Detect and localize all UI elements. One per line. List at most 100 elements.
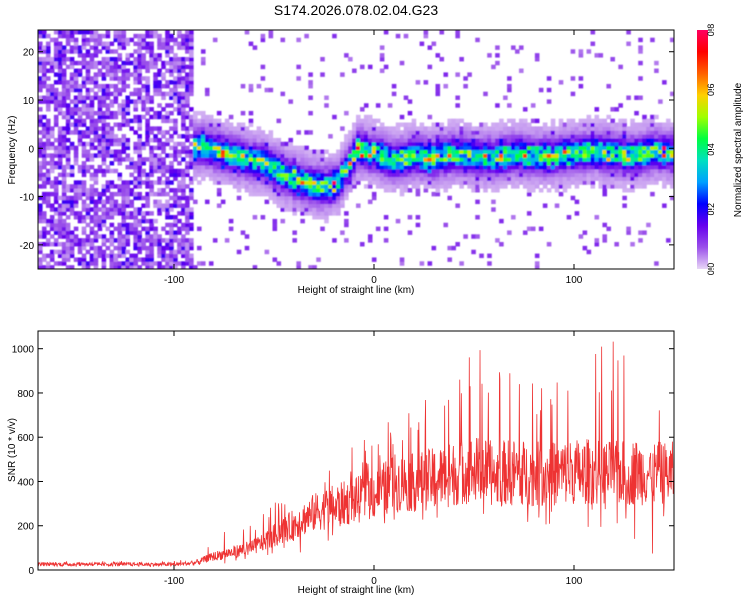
spectrogram-cell <box>200 130 206 135</box>
spectrogram-cell <box>387 145 393 151</box>
spectrogram-cell <box>85 242 91 247</box>
spectrogram-cell <box>38 87 43 93</box>
spectrogram-cell <box>49 56 55 62</box>
spectrogram-cell <box>252 215 258 220</box>
spectrogram-cell <box>530 126 536 131</box>
spectrogram-cell <box>483 172 488 178</box>
spectrogram-cell <box>391 172 397 178</box>
spectrogram-cell <box>53 60 59 66</box>
spectrogram-cell <box>49 168 55 174</box>
spectrogram-cell <box>105 130 111 135</box>
spectrogram-cell <box>594 137 600 143</box>
spectrogram-cell <box>463 172 468 178</box>
spectrogram-cell <box>97 141 103 147</box>
spectrogram-cell <box>395 153 401 158</box>
spectrogram-cell <box>578 118 584 124</box>
spectrogram-cell <box>594 153 600 158</box>
spectrogram-cell <box>407 215 413 220</box>
spectrogram-cell <box>260 130 266 135</box>
spectrogram-cell <box>85 191 91 197</box>
spectrogram-cell <box>137 134 142 139</box>
spectrogram-cell <box>439 153 445 158</box>
spectrogram-cell <box>109 110 115 116</box>
spectrogram-cell <box>45 230 51 235</box>
spectrogram-cell <box>117 245 123 251</box>
spectrogram-cell <box>101 72 107 77</box>
spectrogram-cell <box>105 134 111 139</box>
spectrogram-cell <box>264 199 270 205</box>
spectrogram-cell <box>260 172 266 178</box>
spectrogram-cell <box>141 242 146 247</box>
spectrogram-cell <box>614 107 619 112</box>
spectrogram-cell <box>570 49 576 54</box>
spectrogram-cell <box>367 184 373 189</box>
spectrogram-cell <box>153 30 158 35</box>
spectrogram-cell <box>161 172 166 178</box>
spectrogram-cell <box>499 164 504 170</box>
spectrogram-cell <box>459 56 464 62</box>
spectrogram-cell <box>503 137 508 143</box>
spectrogram-cell <box>224 130 230 135</box>
spectrogram-cell <box>379 141 385 147</box>
spectrogram-cell <box>387 180 393 185</box>
spectrogram-cell <box>137 218 142 224</box>
spectrogram-cell <box>69 114 75 120</box>
spectrogram-cell <box>391 176 397 181</box>
spectrogram-cell <box>598 126 604 131</box>
spectrogram-cell <box>145 95 150 100</box>
spectrogram-cell <box>141 33 146 39</box>
spectrogram-cell <box>475 168 480 174</box>
spectrogram-cell <box>439 168 445 174</box>
spectrogram-cell <box>284 161 290 166</box>
spectrogram-cell <box>606 145 612 151</box>
spectrogram-cell <box>185 99 190 104</box>
spectrogram-cell <box>161 149 166 154</box>
spectrogram-cell <box>232 141 238 147</box>
spectrogram-cell <box>276 180 282 185</box>
spectrogram-cell <box>117 37 123 43</box>
spectrogram-cell <box>566 215 572 220</box>
spectrogram-cell <box>578 176 584 181</box>
spectrogram-cell <box>312 180 317 185</box>
spectrogram-cell <box>308 188 313 193</box>
spectrogram-cell <box>137 164 142 170</box>
spectrogram-cell <box>618 164 623 170</box>
spectrogram-cell <box>670 37 674 43</box>
spectrogram-cell <box>316 215 321 220</box>
spectrogram-cell <box>101 87 107 93</box>
spectrogram-cell <box>181 195 186 201</box>
spectrogram-cell <box>670 164 674 170</box>
spectrogram-cell <box>475 188 480 193</box>
spectrogram-cell <box>125 157 131 162</box>
spectrogram-cell <box>359 157 365 162</box>
spectrogram-cell <box>73 257 79 262</box>
spectrogram-cell <box>288 188 294 193</box>
spectrogram-cell <box>638 122 643 127</box>
spectrogram-cell <box>634 149 639 154</box>
spectrogram-cell <box>447 176 453 181</box>
spectrogram-cell <box>300 145 305 151</box>
spectrogram-cell <box>189 195 194 201</box>
spectrogram-cell <box>129 253 135 259</box>
spectrogram-cell <box>105 188 111 193</box>
spectrogram-cell <box>256 184 262 189</box>
spectrogram-cell <box>49 191 55 197</box>
spectrogram-cell <box>447 122 453 127</box>
spectrogram-cell <box>344 172 349 178</box>
spectrogram-cell <box>526 176 532 181</box>
spectrogram-cell <box>161 164 166 170</box>
spectrogram-cell <box>125 199 131 205</box>
spectrogram-cell <box>618 153 623 158</box>
spectrogram-cell <box>89 191 95 197</box>
spectrogram-cell <box>352 164 357 170</box>
spectrogram-cell <box>515 164 520 170</box>
spectrogram-cell <box>256 164 262 170</box>
spectrogram-cell <box>248 153 254 158</box>
spectrogram-cell <box>65 253 71 259</box>
spectrogram-cell <box>443 137 449 143</box>
spectrogram-cell <box>503 122 508 127</box>
spectrogram-cell <box>379 180 385 185</box>
spectrogram-cell <box>670 161 674 166</box>
spectrogram-cell <box>125 164 131 170</box>
spectrogram-cell <box>137 37 142 43</box>
